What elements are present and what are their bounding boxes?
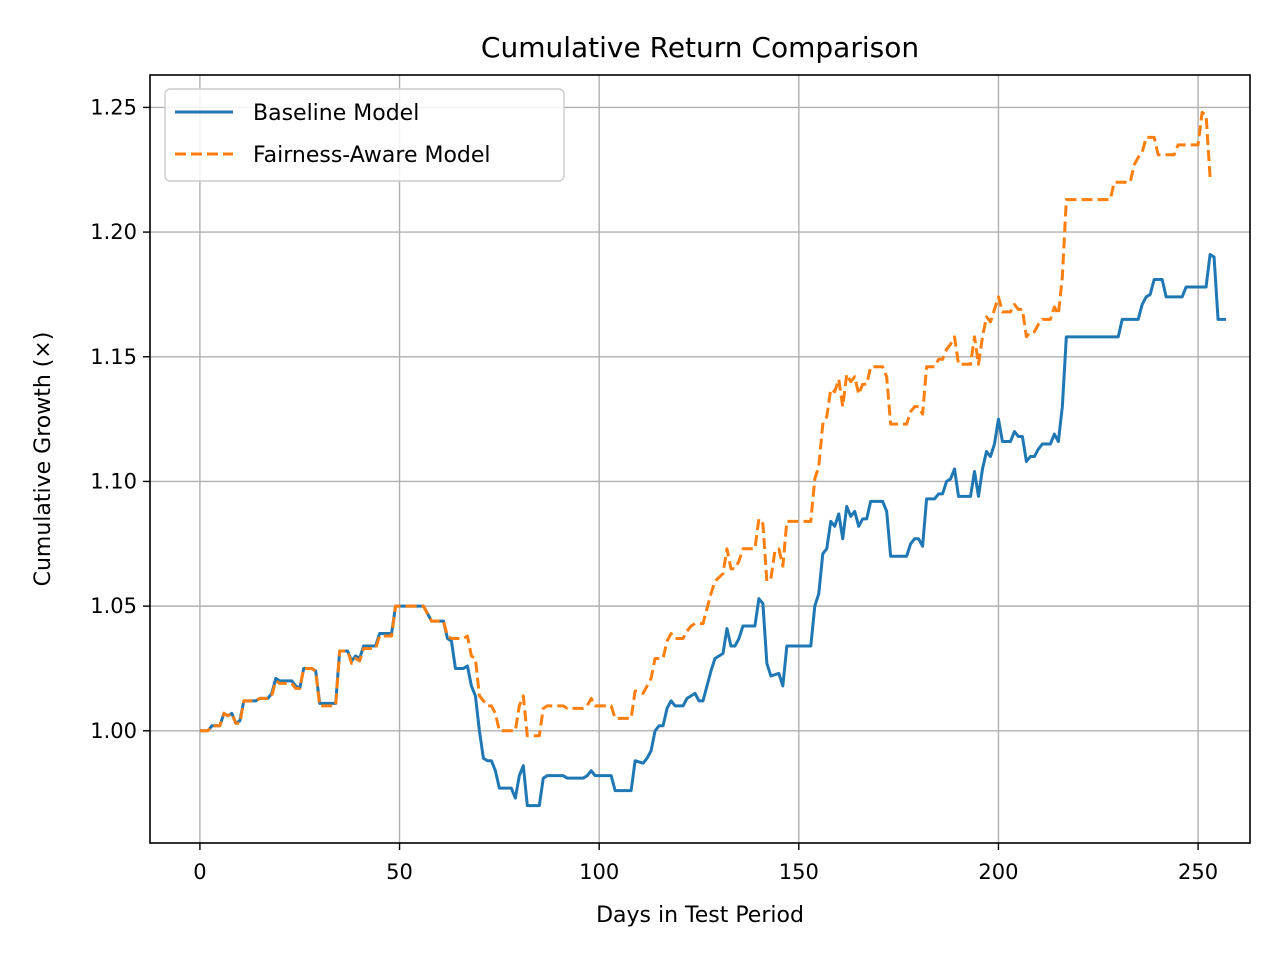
y-axis-label: Cumulative Growth (×): [31, 332, 56, 587]
x-axis: 0 50 100 150 200 250: [193, 843, 1218, 884]
y-axis: 1.00 1.05 1.10 1.15 1.20 1.25: [90, 95, 150, 743]
y-tick-label: 1.00: [90, 719, 137, 743]
y-tick-label: 1.05: [90, 594, 137, 618]
x-tick-label: 200: [978, 860, 1018, 884]
chart-title: Cumulative Return Comparison: [481, 31, 919, 64]
x-axis-label: Days in Test Period: [596, 903, 804, 928]
series-layer: [199, 110, 1227, 808]
x-tick-label: 50: [386, 860, 413, 884]
x-tick-label: 100: [579, 860, 619, 884]
series-line-fairness-aware: [199, 110, 1212, 738]
x-tick-label: 250: [1178, 860, 1218, 884]
series-line-baseline: [199, 253, 1227, 808]
y-tick-label: 1.15: [90, 345, 137, 369]
legend-label-fairness: Fairness-Aware Model: [253, 143, 491, 168]
y-tick-label: 1.10: [90, 469, 137, 493]
x-tick-label: 150: [779, 860, 819, 884]
y-tick-label: 1.25: [90, 95, 137, 119]
y-tick-label: 1.20: [90, 220, 137, 244]
legend: Baseline Model Fairness-Aware Model: [164, 88, 565, 182]
legend-label-baseline: Baseline Model: [253, 101, 419, 126]
legend-box: [164, 88, 565, 182]
plot-frame: [149, 74, 1251, 844]
x-tick-label: 0: [193, 860, 206, 884]
